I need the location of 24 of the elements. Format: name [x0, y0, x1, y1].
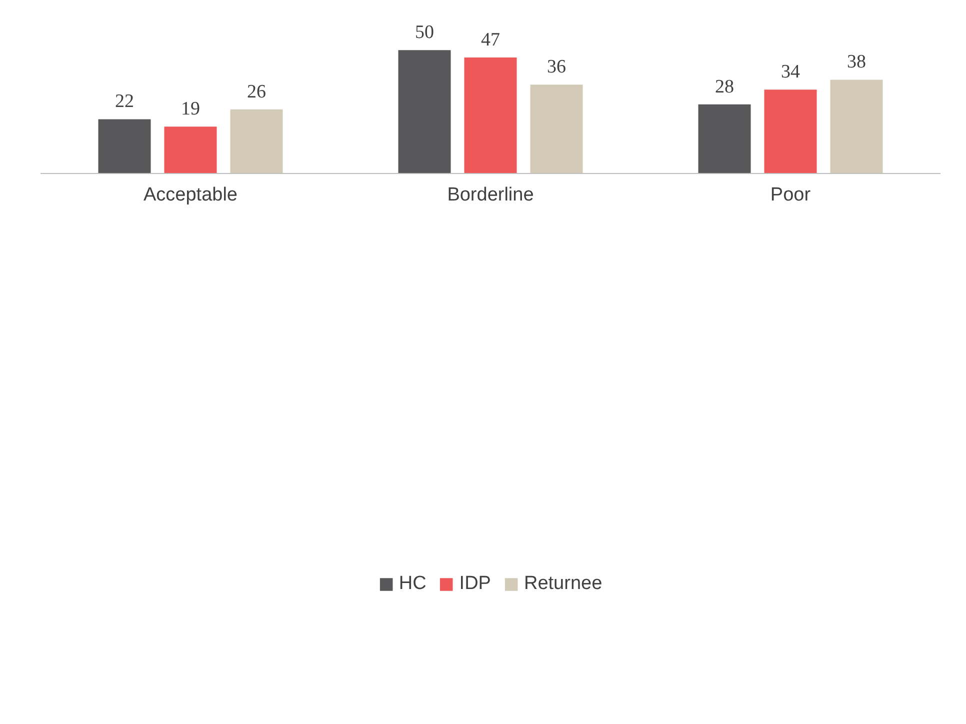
- bar: [530, 84, 583, 174]
- bar: [464, 58, 517, 174]
- data-label: 22: [115, 91, 134, 112]
- x-tick-label: Poor: [770, 184, 812, 206]
- bar: [398, 50, 451, 174]
- bar: [98, 119, 151, 174]
- data-label: 26: [247, 81, 266, 102]
- data-label: 19: [181, 98, 200, 120]
- data-label: 36: [547, 56, 566, 78]
- bar: [698, 104, 751, 174]
- legend-label: IDP: [459, 572, 491, 594]
- bar: [164, 126, 217, 174]
- legend-label: Returnee: [524, 572, 602, 594]
- data-label: 38: [847, 52, 866, 73]
- legend-label: HC: [398, 572, 426, 594]
- x-tick-label: Acceptable: [143, 184, 238, 206]
- data-label: 28: [715, 76, 734, 98]
- data-label: 50: [415, 22, 434, 44]
- bar: [764, 90, 817, 174]
- bar: [830, 80, 883, 174]
- bar: [230, 109, 283, 174]
- x-tick-label: Borderline: [447, 184, 534, 206]
- data-label: 34: [781, 62, 800, 83]
- data-label: 47: [481, 30, 500, 51]
